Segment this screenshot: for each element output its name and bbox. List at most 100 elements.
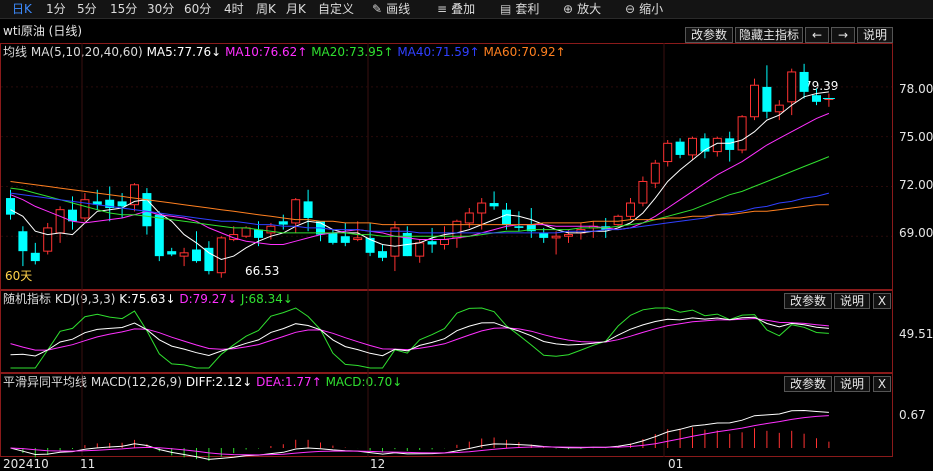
period-tab-week[interactable]: 周K	[256, 2, 276, 16]
candle-body	[105, 199, 115, 209]
help-button[interactable]: 说明	[857, 27, 893, 43]
kdj-close-button[interactable]: X	[873, 293, 891, 309]
zoom-out-tool[interactable]: ⊖ 缩小	[625, 0, 663, 18]
period-tab-15min[interactable]: 15分	[110, 2, 138, 16]
period-tab-custom[interactable]: 自定义	[318, 2, 355, 16]
candle-body	[117, 201, 127, 207]
ma10-value: MA10:76.62↑	[225, 45, 308, 59]
kdj-k-value: K:75.63↓	[119, 292, 176, 306]
candle-body	[278, 221, 288, 225]
candle-body	[18, 231, 28, 252]
candle-body	[390, 227, 400, 257]
x-tick: 11	[80, 457, 96, 471]
period-tab-day[interactable]: 日K	[12, 2, 32, 16]
candle-body	[80, 199, 90, 219]
macd-close-button[interactable]: X	[873, 376, 891, 392]
y-tick-kdj: 49.51	[899, 327, 933, 341]
candle-body	[415, 242, 425, 257]
candle-body	[130, 184, 139, 206]
ma-label: 均线	[3, 45, 28, 59]
scroll-right-button[interactable]: →	[831, 27, 855, 43]
period-tab-5min[interactable]: 5分	[77, 2, 97, 16]
y-tick-main: 69.00	[899, 226, 933, 240]
zoom-out-icon: ⊖	[625, 2, 636, 16]
macd-diff-value: DIFF:2.12↓	[185, 375, 253, 389]
period-tab-60min[interactable]: 60分	[184, 2, 212, 16]
pencil-icon: ✎	[372, 2, 383, 16]
zoom-in-icon: ⊕	[563, 2, 574, 16]
candle-body	[179, 252, 189, 257]
macd-edit-params-button[interactable]: 改参数	[784, 376, 832, 392]
y-tick-main: 78.00	[899, 82, 933, 96]
kdj-d-value: D:79.27↓	[179, 292, 238, 306]
macd-legend: 平滑异同平均线 MACD(12,26,9) DIFF:2.12↓ DEA:1.7…	[3, 374, 402, 390]
candle-body	[737, 116, 747, 151]
edit-params-button[interactable]: 改参数	[685, 27, 733, 43]
candle-body	[638, 180, 648, 204]
kdj-panel	[0, 290, 893, 373]
ma20-value: MA20:73.95↑	[311, 45, 394, 59]
candle-body	[378, 251, 387, 258]
candle-body	[477, 202, 487, 214]
x-tick: 12	[370, 457, 386, 471]
candle-body	[774, 104, 784, 113]
y-tick-main: 72.00	[899, 178, 933, 192]
candle-body	[489, 203, 499, 207]
candle-body	[502, 209, 511, 225]
period-tab-1min[interactable]: 1分	[46, 2, 66, 16]
candle-body	[675, 141, 685, 155]
kdj-edit-params-button[interactable]: 改参数	[784, 293, 832, 309]
y-tick-main: 75.00	[899, 130, 933, 144]
hide-main-indicator-button[interactable]: 隐藏主指标	[735, 27, 803, 43]
draw-line-tool[interactable]: ✎ 画线	[372, 0, 410, 18]
candle-body	[229, 234, 239, 241]
arbitrage-tool[interactable]: ▤ 套利	[500, 0, 539, 18]
candle-body	[154, 214, 164, 257]
candle-body	[254, 229, 263, 238]
candle-body	[192, 249, 201, 262]
kdj-params: KDJ(9,3,3)	[54, 292, 116, 306]
x-tick: 202410	[3, 457, 49, 471]
overlay-tool[interactable]: ≡ 叠加	[437, 0, 475, 18]
candle-body	[303, 201, 313, 218]
candle-body	[750, 84, 759, 118]
candle-body	[340, 236, 350, 243]
period-tab-month[interactable]: 月K	[286, 2, 306, 16]
kdj-help-button[interactable]: 说明	[834, 293, 870, 309]
candle-body	[812, 95, 821, 102]
candle-body	[216, 237, 226, 274]
candle-body	[539, 232, 549, 238]
stack-icon: ≡	[437, 2, 448, 16]
ma-line-ma5	[10, 91, 829, 261]
candle-body	[799, 71, 809, 92]
kdj-j-value: J:68.34↓	[240, 292, 293, 306]
zoom-in-label: 放大	[577, 2, 602, 16]
scroll-left-button[interactable]: ←	[805, 27, 829, 43]
draw-line-label: 画线	[386, 2, 411, 16]
candle-body	[564, 234, 573, 237]
macd-help-button[interactable]: 说明	[834, 376, 870, 392]
kdj-name: 随机指标	[3, 292, 52, 306]
candle-body	[526, 224, 536, 232]
ma-line-ma40	[10, 192, 830, 234]
ma-params: MA(5,10,20,40,60)	[30, 45, 143, 59]
candle-body	[6, 198, 15, 215]
kdj-k-line	[10, 316, 829, 357]
candle-body	[365, 237, 375, 253]
candle-body	[725, 138, 735, 150]
chart-title: wti原油 (日线)	[3, 24, 83, 38]
candle-body	[266, 225, 276, 234]
candle-body	[626, 202, 635, 217]
zoom-in-tool[interactable]: ⊕ 放大	[563, 0, 601, 18]
period-tab-4h[interactable]: 4时	[224, 2, 244, 16]
chart-icon: ▤	[500, 2, 512, 16]
kdj-j-line	[10, 307, 829, 369]
candle-body	[700, 138, 710, 152]
kdj-legend: 随机指标 KDJ(9,3,3) K:75.63↓ D:79.27↓ J:68.3…	[3, 291, 293, 307]
candle-body	[514, 226, 524, 228]
period-tab-30min[interactable]: 30分	[147, 2, 175, 16]
candle-body	[43, 227, 53, 252]
candle-body	[30, 252, 40, 262]
candle-body	[68, 209, 77, 222]
